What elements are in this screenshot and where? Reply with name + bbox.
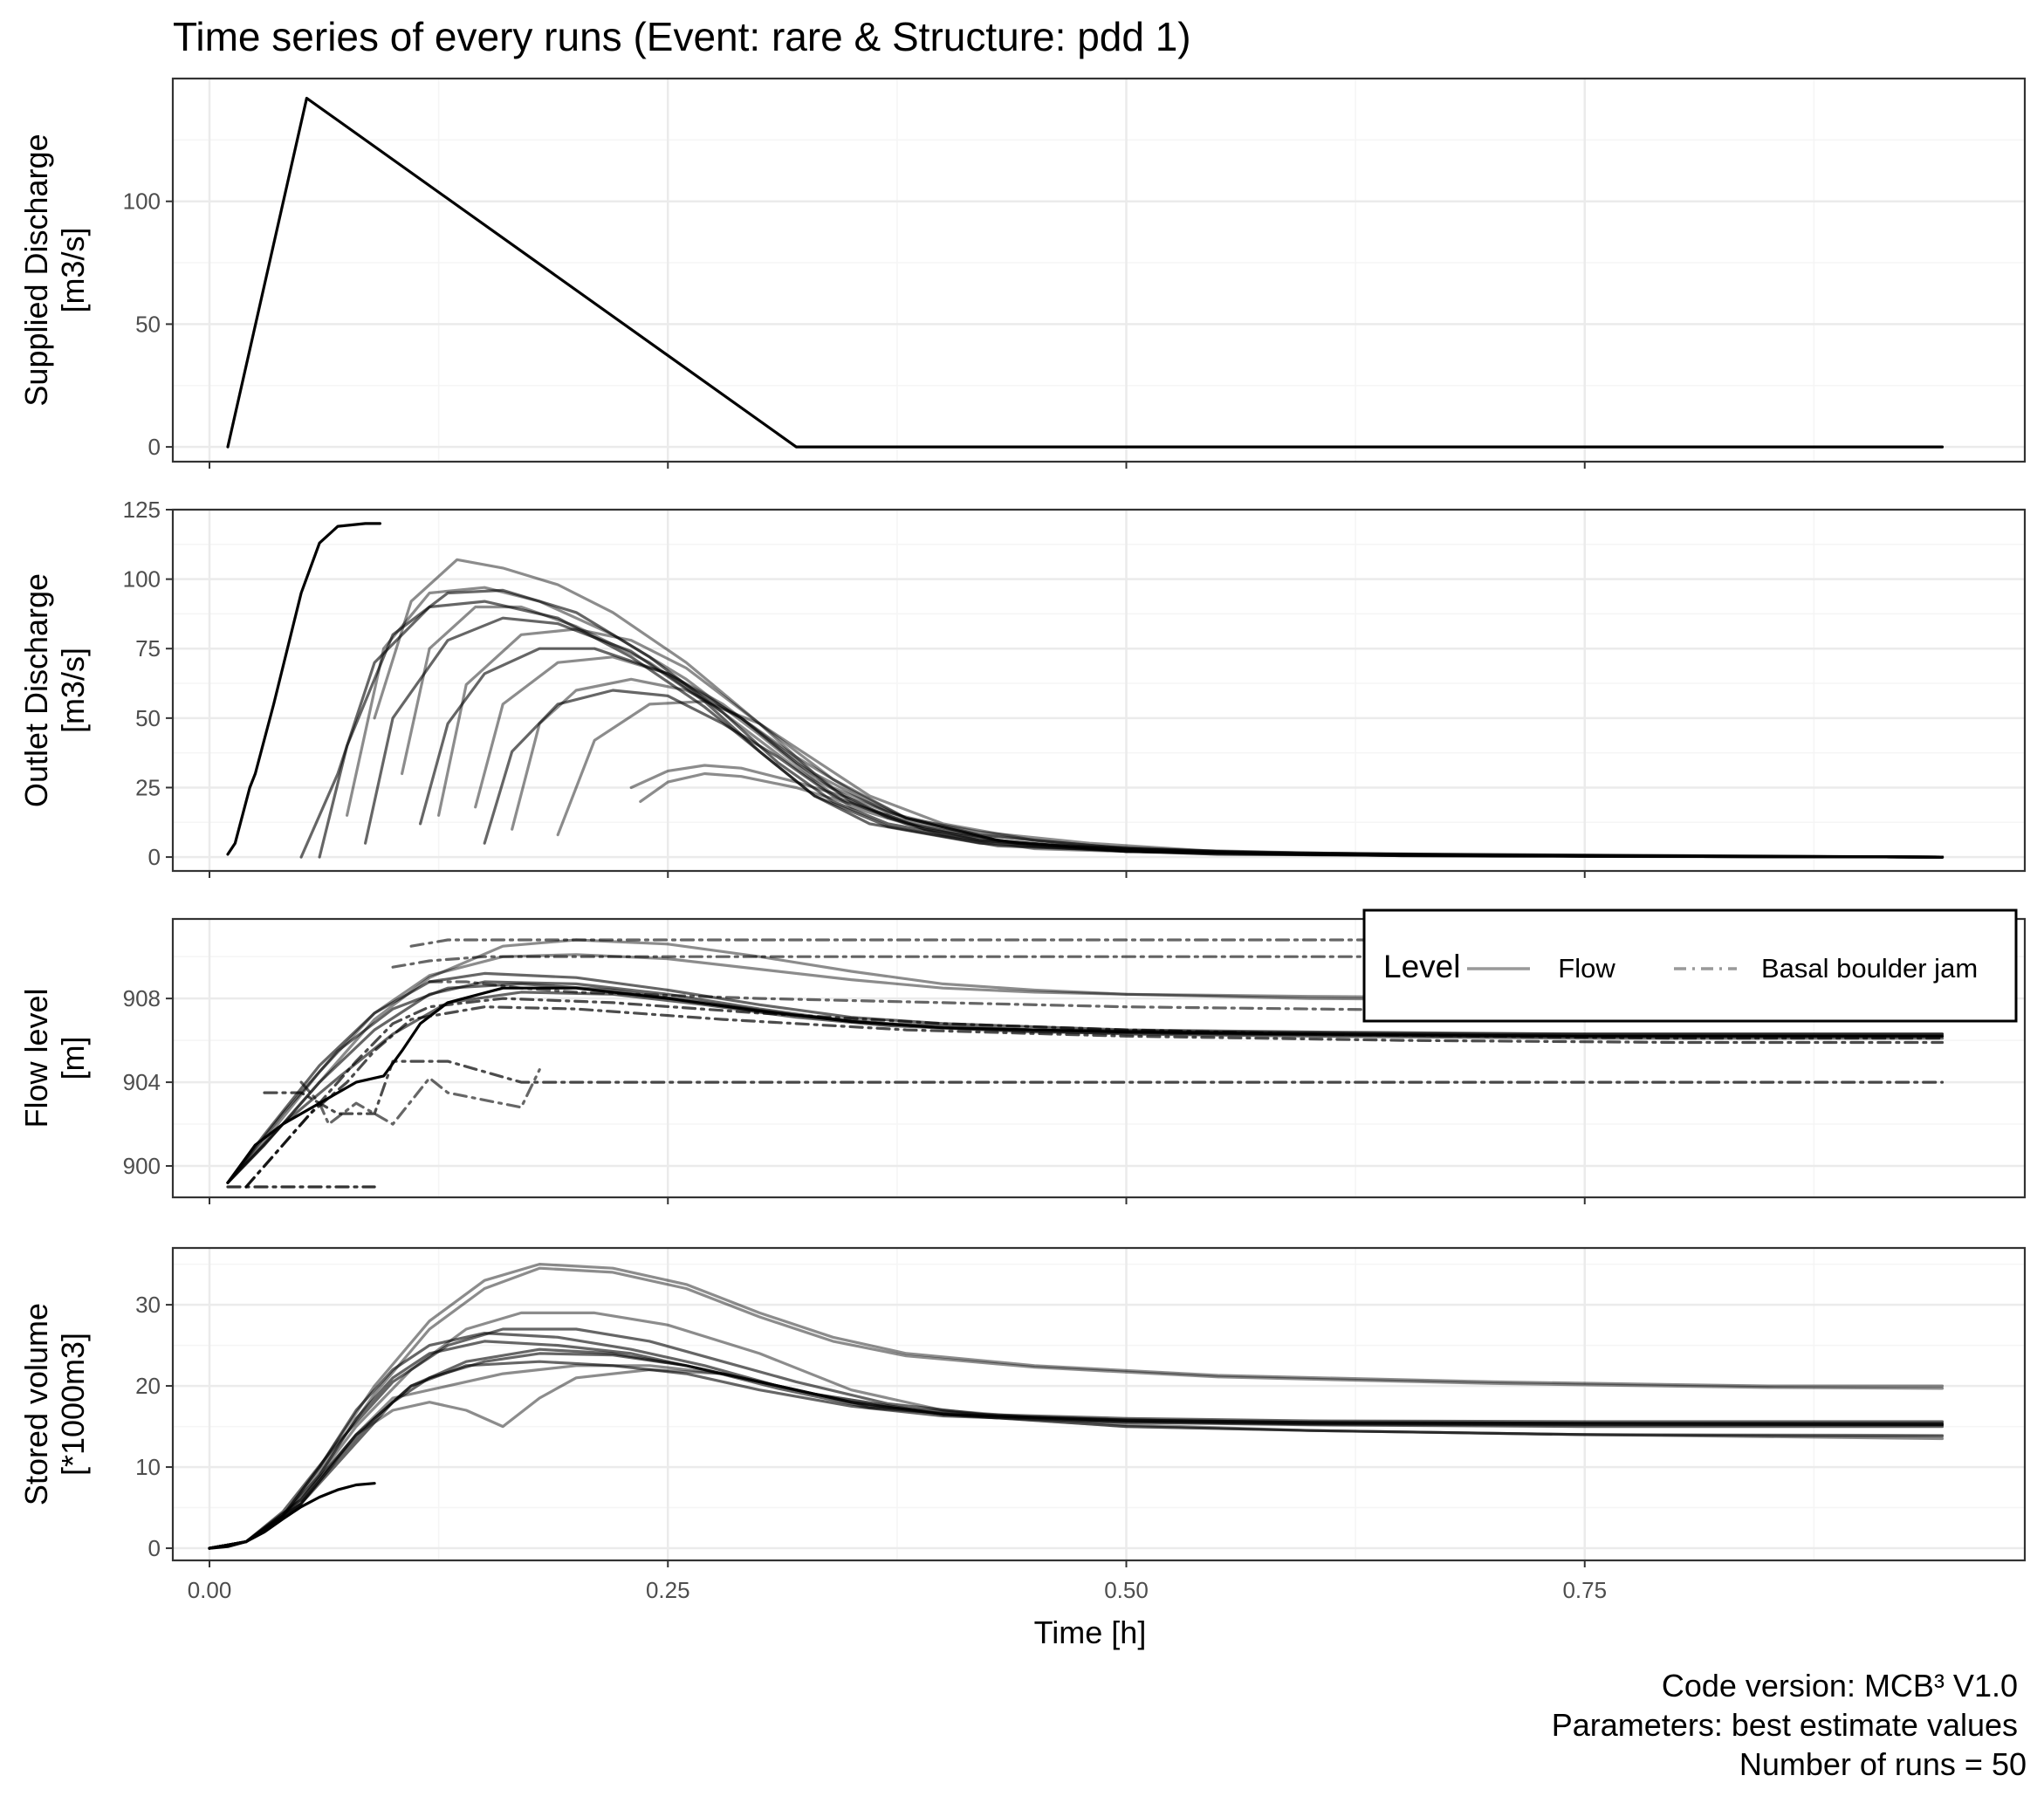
x-tick-label: 0.50 [1104, 1577, 1149, 1603]
y-tick-label: 50 [135, 705, 161, 731]
panel-supplied: 0 50 100 Supplied Discharge[m3/s] [18, 77, 2027, 469]
series-group [226, 96, 1945, 449]
y-tick-label: 30 [135, 1292, 161, 1318]
caption-line: Code version: MCB³ V1.0 [1662, 1668, 2018, 1704]
y-tick-label: 900 [123, 1153, 161, 1179]
x-axis-title: Time [h] [1034, 1614, 1147, 1650]
y-tick-label: 904 [123, 1069, 161, 1095]
panel-background [173, 1248, 2025, 1560]
series-line-flowlevel-1 [226, 938, 1945, 1184]
y-axis-title-line: Supplied Discharge [18, 134, 54, 406]
y-tick-label: 75 [135, 635, 161, 662]
y-tick-label: 25 [135, 774, 161, 800]
y-tick-label: 50 [135, 311, 161, 337]
y-axis-title-line: [m3/s] [55, 227, 91, 312]
y-axis-title-flowlevel: Flow level[m] [18, 988, 91, 1128]
x-tick-label: 0.25 [646, 1577, 690, 1603]
y-tick-label: 125 [123, 497, 161, 523]
series-line-flowlevel-12 [428, 980, 1945, 1015]
panel-border [171, 917, 2027, 1199]
x-tick-label: 0.75 [1562, 1577, 1607, 1603]
series-line-flowlevel-8 [244, 1005, 1945, 1189]
y-tick-label: 100 [123, 189, 161, 215]
panel-border [171, 508, 2027, 873]
panel-stored: 0 10 20 30 Stored volume[*1000m3] [18, 1246, 2027, 1567]
chart-title: Time series of every runs (Event: rare &… [173, 14, 1191, 59]
panel-border [171, 1246, 2027, 1562]
legend-label: Basal boulder jam [1761, 953, 1978, 984]
y-axis-title-line: [*1000m3] [55, 1333, 91, 1476]
y-axis-title-line: Outlet Discharge [18, 573, 54, 807]
series-line-supplied-0 [226, 96, 1945, 449]
series-group [208, 1263, 1945, 1550]
y-tick-label: 908 [123, 985, 161, 1011]
series-line-outlet-14 [483, 689, 1945, 859]
series-line-stored-2 [208, 1266, 1945, 1550]
legend-title: Level [1383, 949, 1460, 984]
y-tick-label: 0 [148, 844, 161, 870]
y-axis-title-line: Flow level [18, 988, 54, 1128]
series-line-outlet-12 [364, 616, 1945, 859]
y-tick-label: 10 [135, 1454, 161, 1480]
legend-label: Flow [1558, 953, 1615, 984]
y-tick-label: 20 [135, 1373, 161, 1399]
caption-line: Number of runs = 50 [1739, 1746, 2027, 1782]
y-axis-title-supplied: Supplied Discharge[m3/s] [18, 134, 91, 406]
y-axis-title-line: [m3/s] [55, 648, 91, 733]
y-tick-label: 0 [148, 434, 161, 460]
y-tick-label: 0 [148, 1535, 161, 1561]
y-axis-title-stored: Stored volume[*1000m3] [18, 1303, 91, 1505]
series-line-outlet-13 [419, 647, 1945, 859]
panel-border [171, 77, 2027, 463]
y-axis-title-outlet: Outlet Discharge[m3/s] [18, 573, 91, 807]
y-axis-title-line: [m] [55, 1037, 91, 1080]
panel-outlet: 0 25 50 75 100 125 Outlet Discharge[m3/s] [18, 497, 2027, 878]
legend-box [1362, 908, 2018, 1023]
y-tick-label: 100 [123, 566, 161, 593]
x-tick-label: 0.00 [188, 1577, 232, 1603]
legend: Level Flow Basal boulder jam [1362, 908, 2018, 1023]
series-line-stored-11 [208, 1360, 1945, 1550]
series-group [226, 522, 1945, 859]
series-line-stored-10 [208, 1327, 1945, 1550]
series-group [226, 938, 1945, 1189]
panel-background [173, 510, 2025, 871]
series-line-flowlevel-9 [263, 1059, 1945, 1115]
caption-line: Parameters: best estimate values [1552, 1707, 2018, 1743]
y-axis-title-line: Stored volume [18, 1303, 54, 1505]
series-line-flowlevel-13 [299, 1068, 541, 1126]
panel-background [173, 79, 2025, 462]
series-line-flowlevel-7 [244, 997, 1945, 1189]
series-line-outlet-0 [226, 522, 381, 856]
x-axis: 0.00 0.25 0.50 0.75 [188, 1577, 1607, 1603]
